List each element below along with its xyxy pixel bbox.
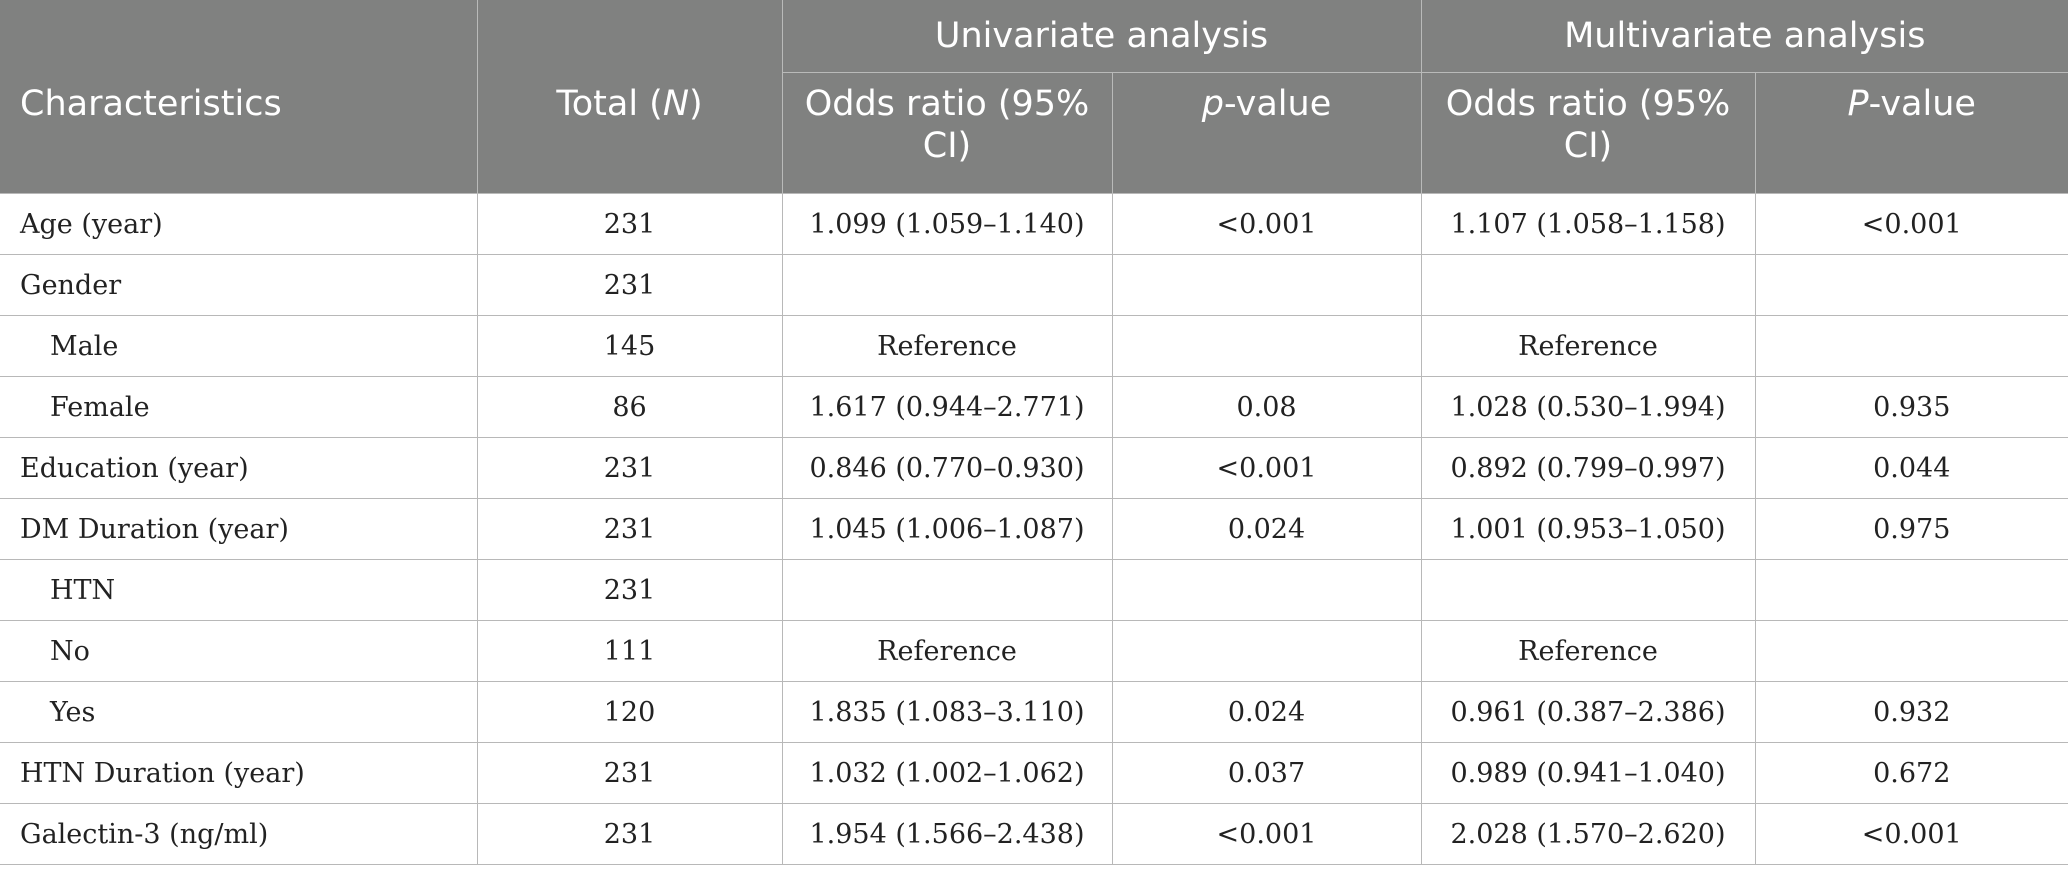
- table-header: Characteristics Total (N) Univariate ana…: [0, 0, 2068, 194]
- uni-odds-ratio-cell: 1.045 (1.006–1.087): [781, 498, 1113, 560]
- total-cell: 120: [476, 681, 783, 743]
- table-row: Female 86 1.617 (0.944–2.771) 0.08 1.028 (0.…: [0, 376, 2068, 438]
- header-uni-p-value: p-value: [1111, 72, 1422, 194]
- row-label: DM Duration (year): [0, 498, 478, 560]
- multi-odds-ratio-cell: 0.989 (0.941–1.040): [1420, 742, 1756, 804]
- table-row: Yes 120 1.835 (1.083–3.110) 0.024 0.961 (0.3…: [0, 681, 2068, 743]
- table-row: HTN Duration (year) 231 1.032 (1.002–1.062…: [0, 742, 2068, 804]
- row-label: Galectin-3 (ng/ml): [0, 803, 478, 865]
- header-multivariate: Multivariate analysis: [1420, 0, 2068, 73]
- header-characteristics: Characteristics: [0, 0, 478, 194]
- uni-p-value-cell: [1111, 620, 1422, 682]
- total-cell: 231: [476, 559, 783, 621]
- header-multi-p-value: P-value: [1754, 72, 2068, 194]
- row-label: Male: [0, 315, 478, 377]
- row-label: Gender: [0, 254, 478, 316]
- uni-odds-ratio-cell: Reference: [781, 620, 1113, 682]
- row-label: Education (year): [0, 437, 478, 499]
- row-label: Female: [0, 376, 478, 438]
- multi-odds-ratio-cell: 1.107 (1.058–1.158): [1420, 193, 1756, 255]
- total-cell: 86: [476, 376, 783, 438]
- multi-odds-ratio-cell: [1420, 254, 1756, 316]
- total-cell: 145: [476, 315, 783, 377]
- uni-odds-ratio-cell: 1.954 (1.566–2.438): [781, 803, 1113, 865]
- row-label: Yes: [0, 681, 478, 743]
- row-label: Age (year): [0, 193, 478, 255]
- uni-p-value-cell: 0.08: [1111, 376, 1422, 438]
- header-univariate: Univariate analysis: [781, 0, 1422, 73]
- total-cell: 231: [476, 437, 783, 499]
- total-cell: 231: [476, 193, 783, 255]
- uni-p-value-cell: 0.024: [1111, 681, 1422, 743]
- multi-odds-ratio-cell: 1.028 (0.530–1.994): [1420, 376, 1756, 438]
- uni-p-value-cell: [1111, 315, 1422, 377]
- table-row: Galectin-3 (ng/ml) 231 1.954 (1.566–2.438)…: [0, 803, 2068, 865]
- multi-p-value-cell: <0.001: [1754, 193, 2068, 255]
- uni-odds-ratio-cell: 1.835 (1.083–3.110): [781, 681, 1113, 743]
- total-cell: 231: [476, 742, 783, 804]
- uni-p-value-cell: 0.024: [1111, 498, 1422, 560]
- table-row: Age (year) 231 1.099 (1.059–1.140) <0.001 1.…: [0, 193, 2068, 255]
- table-body: Age (year) 231 1.099 (1.059–1.140) <0.001 1.…: [0, 193, 2068, 865]
- multi-p-value-cell: [1754, 315, 2068, 377]
- multi-p-value-cell: [1754, 559, 2068, 621]
- multi-p-value-cell: 0.935: [1754, 376, 2068, 438]
- multi-odds-ratio-cell: Reference: [1420, 620, 1756, 682]
- uni-odds-ratio-cell: 1.099 (1.059–1.140): [781, 193, 1113, 255]
- table-row: Male 145 Reference Reference: [0, 315, 2068, 377]
- table-row: DM Duration (year) 231 1.045 (1.006–1.087)…: [0, 498, 2068, 560]
- table-row: Education (year) 231 0.846 (0.770–0.930) <0…: [0, 437, 2068, 499]
- total-cell: 111: [476, 620, 783, 682]
- multi-odds-ratio-cell: 0.892 (0.799–0.997): [1420, 437, 1756, 499]
- multi-p-value-cell: 0.044: [1754, 437, 2068, 499]
- uni-p-value-cell: [1111, 559, 1422, 621]
- uni-p-value-cell: 0.037: [1111, 742, 1422, 804]
- multi-odds-ratio-cell: [1420, 559, 1756, 621]
- multi-odds-ratio-cell: 1.001 (0.953–1.050): [1420, 498, 1756, 560]
- uni-odds-ratio-cell: 0.846 (0.770–0.930): [781, 437, 1113, 499]
- uni-p-value-cell: [1111, 254, 1422, 316]
- multi-odds-ratio-cell: 0.961 (0.387–2.386): [1420, 681, 1756, 743]
- row-label: HTN Duration (year): [0, 742, 478, 804]
- row-label: No: [0, 620, 478, 682]
- multi-odds-ratio-cell: 2.028 (1.570–2.620): [1420, 803, 1756, 865]
- uni-odds-ratio-cell: [781, 559, 1113, 621]
- uni-odds-ratio-cell: Reference: [781, 315, 1113, 377]
- row-label: HTN: [0, 559, 478, 621]
- multi-p-value-cell: 0.975: [1754, 498, 2068, 560]
- uni-p-value-cell: <0.001: [1111, 193, 1422, 255]
- uni-p-value-cell: <0.001: [1111, 437, 1422, 499]
- multi-p-value-cell: 0.672: [1754, 742, 2068, 804]
- total-cell: 231: [476, 254, 783, 316]
- multi-p-value-cell: 0.932: [1754, 681, 2068, 743]
- multi-p-value-cell: <0.001: [1754, 803, 2068, 865]
- table-row: Gender 231: [0, 254, 2068, 316]
- header-multi-odds-ratio: Odds ratio (95% CI): [1420, 72, 1756, 194]
- multi-p-value-cell: [1754, 620, 2068, 682]
- header-total: Total (N): [476, 0, 783, 194]
- total-cell: 231: [476, 803, 783, 865]
- uni-odds-ratio-cell: [781, 254, 1113, 316]
- uni-p-value-cell: <0.001: [1111, 803, 1422, 865]
- uni-odds-ratio-cell: 1.032 (1.002–1.062): [781, 742, 1113, 804]
- multi-p-value-cell: [1754, 254, 2068, 316]
- header-uni-odds-ratio: Odds ratio (95% CI): [781, 72, 1113, 194]
- multi-odds-ratio-cell: Reference: [1420, 315, 1756, 377]
- table-row: HTN 231: [0, 559, 2068, 621]
- table-row: No 111 Reference Reference: [0, 620, 2068, 682]
- uni-odds-ratio-cell: 1.617 (0.944–2.771): [781, 376, 1113, 438]
- total-cell: 231: [476, 498, 783, 560]
